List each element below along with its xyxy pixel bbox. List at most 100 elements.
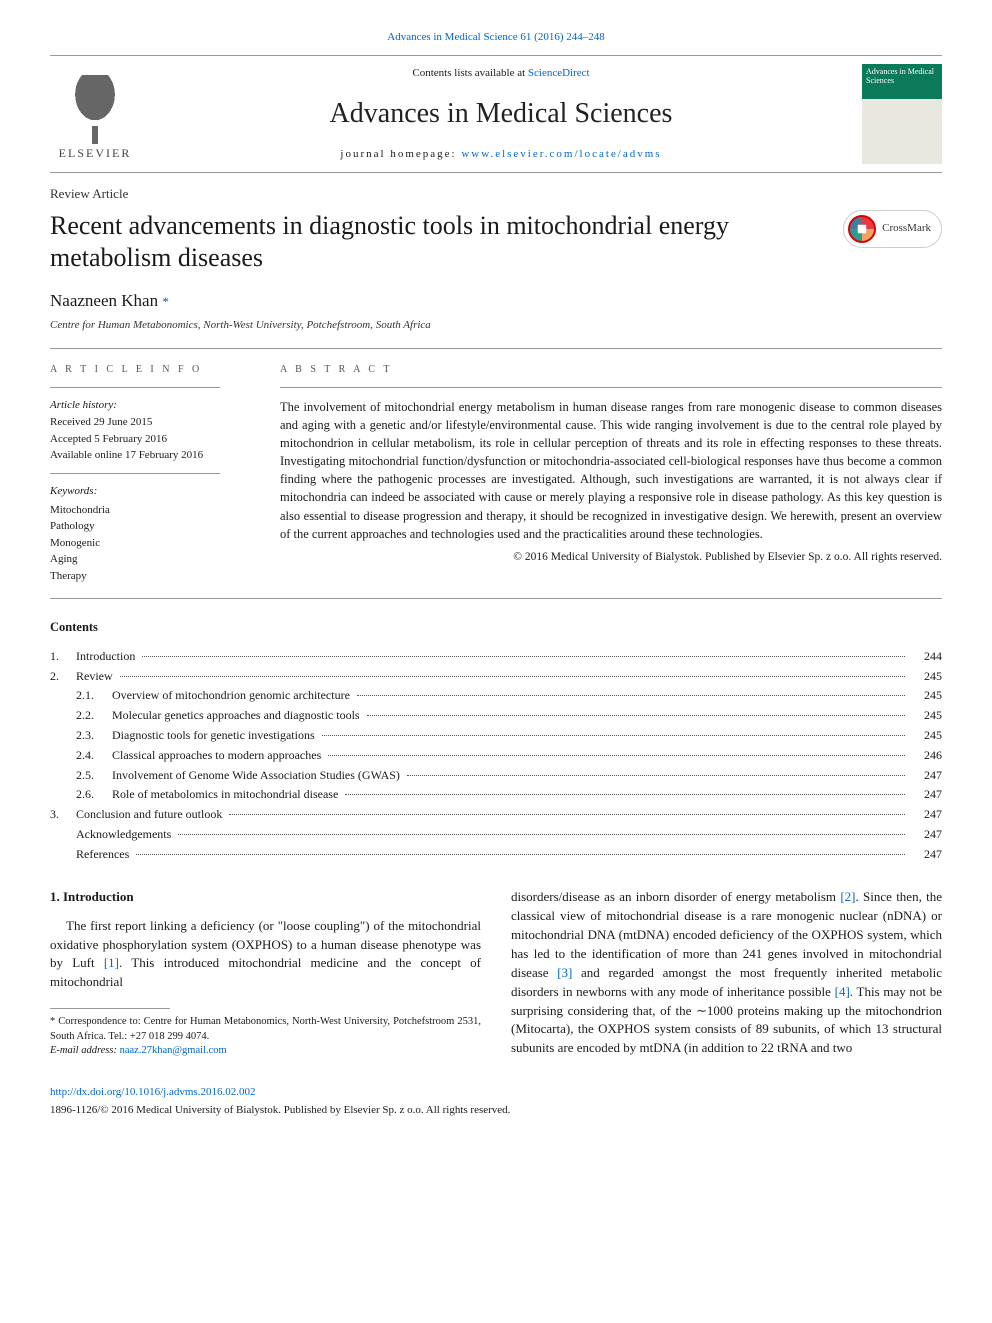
email-label: E-mail address:: [50, 1045, 120, 1056]
article-title: Recent advancements in diagnostic tools …: [50, 210, 823, 275]
doi-line: http://dx.doi.org/10.1016/j.advms.2016.0…: [50, 1085, 942, 1100]
intro-paragraph-left: The first report linking a deficiency (o…: [50, 917, 481, 992]
toc-page: 247: [908, 785, 942, 805]
toc-label: Molecular genetics approaches and diagno…: [112, 706, 364, 726]
journal-name: Advances in Medical Sciences: [140, 94, 862, 133]
toc-subnumber: 2.1.: [76, 686, 112, 706]
toc-page: 247: [908, 825, 942, 845]
cover-title: Advances in Medical Sciences: [866, 68, 938, 86]
text: disorders/disease as an inborn disorder …: [511, 889, 840, 904]
toc-page: 246: [908, 746, 942, 766]
toc-dots: [120, 676, 905, 677]
toc-row[interactable]: 2.5.Involvement of Genome Wide Associati…: [50, 766, 942, 786]
toc-number: 3.: [50, 805, 76, 825]
author-corr-marker[interactable]: *: [162, 294, 169, 309]
homepage-prefix: journal homepage:: [340, 148, 461, 160]
contents-heading: Contents: [50, 619, 942, 637]
toc-number: 2.: [50, 667, 76, 687]
toc-page: 245: [908, 667, 942, 687]
sciencedirect-link[interactable]: ScienceDirect: [528, 67, 590, 79]
citation-link[interactable]: [4]: [835, 984, 850, 999]
contents-prefix: Contents lists available at: [412, 67, 527, 79]
info-divider-2: [50, 473, 220, 474]
toc-dots: [136, 854, 905, 855]
toc-dots: [322, 735, 905, 736]
journal-homepage-line: journal homepage: www.elsevier.com/locat…: [140, 147, 862, 162]
citation-link[interactable]: [2]: [840, 889, 855, 904]
email-link[interactable]: naaz.27khan@gmail.com: [120, 1045, 227, 1056]
crossmark-badge[interactable]: CrossMark: [843, 210, 942, 248]
toc-dots: [328, 755, 905, 756]
abstract-text: The involvement of mitochondrial energy …: [280, 398, 942, 543]
keyword: Therapy: [50, 568, 250, 585]
crossmark-icon: [848, 215, 876, 243]
correspondence-footnote: * Correspondence to: Centre for Human Me…: [50, 1015, 481, 1044]
toc-page: 245: [908, 726, 942, 746]
toc-page: 245: [908, 686, 942, 706]
toc-row[interactable]: 2.4.Classical approaches to modern appro…: [50, 746, 942, 766]
online-date: Available online 17 February 2016: [50, 448, 250, 463]
article-type: Review Article: [50, 185, 942, 203]
toc-row[interactable]: 3.Conclusion and future outlook 247: [50, 805, 942, 825]
abstract-column: A B S T R A C T The involvement of mitoc…: [280, 363, 942, 584]
author-name: Naazneen Khan: [50, 291, 158, 310]
keyword: Aging: [50, 551, 250, 568]
toc-label: Conclusion and future outlook: [76, 805, 226, 825]
toc-row[interactable]: 1.Introduction244: [50, 647, 942, 667]
homepage-link[interactable]: www.elsevier.com/locate/advms: [461, 148, 661, 160]
toc-label: Classical approaches to modern approache…: [112, 746, 325, 766]
toc-subnumber: 2.3.: [76, 726, 112, 746]
toc-dots: [178, 834, 905, 835]
toc-number: 1.: [50, 647, 76, 667]
article-info-column: A R T I C L E I N F O Article history: R…: [50, 363, 250, 584]
toc-dots: [407, 775, 905, 776]
abstract-heading: A B S T R A C T: [280, 363, 942, 377]
abstract-divider: [280, 387, 942, 388]
toc-dots: [142, 656, 905, 657]
info-abstract-block: A R T I C L E I N F O Article history: R…: [50, 348, 942, 599]
footnote-separator: [50, 1008, 170, 1009]
journal-reference-header: Advances in Medical Science 61 (2016) 24…: [50, 30, 942, 45]
toc-label: References: [76, 845, 133, 865]
toc-page: 247: [908, 805, 942, 825]
toc-row[interactable]: Acknowledgements247: [50, 825, 942, 845]
toc-dots: [367, 715, 905, 716]
journal-reference-link[interactable]: Advances in Medical Science 61 (2016) 24…: [387, 31, 605, 43]
keywords-label: Keywords:: [50, 484, 250, 499]
toc-row[interactable]: 2.1.Overview of mitochondrion genomic ar…: [50, 686, 942, 706]
citation-link[interactable]: [1]: [104, 955, 119, 970]
keyword: Mitochondria: [50, 502, 250, 519]
right-column: disorders/disease as an inborn disorder …: [511, 888, 942, 1059]
accepted-date: Accepted 5 February 2016: [50, 432, 250, 447]
elsevier-tree-icon: [60, 75, 130, 140]
article-info-heading: A R T I C L E I N F O: [50, 363, 250, 377]
toc-dots: [229, 814, 905, 815]
received-date: Received 29 June 2015: [50, 415, 250, 430]
citation-link[interactable]: [3]: [557, 965, 572, 980]
abstract-copyright: © 2016 Medical University of Bialystok. …: [280, 549, 942, 565]
title-row: Recent advancements in diagnostic tools …: [50, 210, 942, 275]
left-column: 1. Introduction The first report linking…: [50, 888, 481, 1059]
keyword: Pathology: [50, 518, 250, 535]
toc-row[interactable]: 2.3.Diagnostic tools for genetic investi…: [50, 726, 942, 746]
author-line: Naazneen Khan *: [50, 289, 942, 313]
toc-row[interactable]: 2.Review245: [50, 667, 942, 687]
toc-row[interactable]: References 247: [50, 845, 942, 865]
toc-subnumber: 2.5.: [76, 766, 112, 786]
toc-dots: [357, 695, 905, 696]
toc-row[interactable]: 2.6.Role of metabolomics in mitochondria…: [50, 785, 942, 805]
doi-link[interactable]: http://dx.doi.org/10.1016/j.advms.2016.0…: [50, 1086, 255, 1098]
toc-dots: [345, 794, 905, 795]
toc-label: Diagnostic tools for genetic investigati…: [112, 726, 319, 746]
elsevier-logo: ELSEVIER: [50, 67, 140, 162]
table-of-contents: 1.Introduction2442.Review2452.1.Overview…: [50, 647, 942, 865]
bottom-copyright: 1896-1126/© 2016 Medical University of B…: [50, 1103, 942, 1118]
toc-page: 245: [908, 706, 942, 726]
affiliation: Centre for Human Metabonomics, North-Wes…: [50, 318, 942, 333]
toc-label: Introduction: [76, 647, 139, 667]
toc-page: 247: [908, 845, 942, 865]
elsevier-text: ELSEVIER: [59, 145, 132, 162]
toc-row[interactable]: 2.2.Molecular genetics approaches and di…: [50, 706, 942, 726]
toc-label: Involvement of Genome Wide Association S…: [112, 766, 404, 786]
toc-page: 247: [908, 766, 942, 786]
